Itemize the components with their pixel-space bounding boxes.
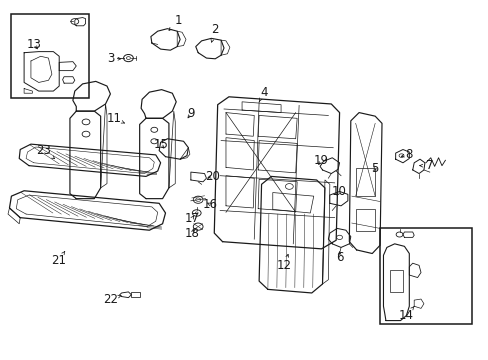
Text: 12: 12 xyxy=(276,254,291,272)
Text: 3: 3 xyxy=(106,52,121,65)
Text: 5: 5 xyxy=(371,162,378,175)
Text: 22: 22 xyxy=(102,293,121,306)
Bar xyxy=(131,292,140,297)
Text: 13: 13 xyxy=(26,38,41,51)
Text: 17: 17 xyxy=(184,212,199,225)
Bar xyxy=(11,14,89,98)
Text: 10: 10 xyxy=(331,185,346,198)
Text: 4: 4 xyxy=(259,86,267,102)
Text: 18: 18 xyxy=(184,226,199,239)
Text: 8: 8 xyxy=(401,148,412,161)
Text: 20: 20 xyxy=(205,170,220,183)
Text: 6: 6 xyxy=(335,251,343,264)
Text: 9: 9 xyxy=(187,107,194,120)
Text: 11: 11 xyxy=(106,112,124,125)
Text: 2: 2 xyxy=(211,23,219,42)
Text: 1: 1 xyxy=(169,14,182,30)
Text: 19: 19 xyxy=(313,154,328,167)
Text: 15: 15 xyxy=(153,138,168,151)
Bar xyxy=(355,209,374,231)
Text: 21: 21 xyxy=(51,251,65,267)
Text: 23: 23 xyxy=(36,144,55,159)
Text: 14: 14 xyxy=(398,306,413,322)
Text: 7: 7 xyxy=(419,159,433,172)
Bar xyxy=(389,270,403,292)
Bar xyxy=(355,168,374,196)
Text: 16: 16 xyxy=(203,198,218,211)
Bar xyxy=(379,228,471,324)
